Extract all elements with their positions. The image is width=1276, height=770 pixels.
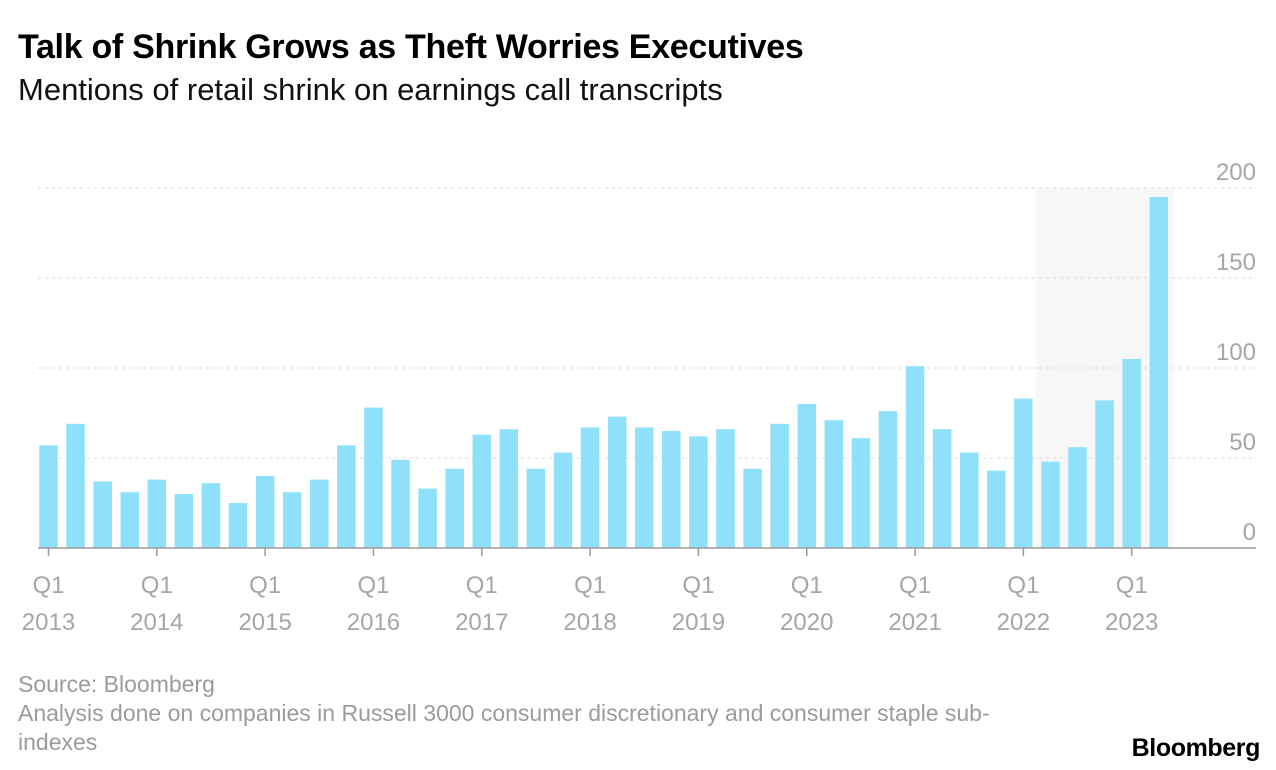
chart-title: Talk of Shrink Grows as Theft Worries Ex…	[18, 28, 804, 66]
bar	[337, 445, 356, 548]
x-tick-label-year: 2020	[780, 609, 833, 636]
bar	[797, 404, 816, 548]
x-tick-label-year: 2014	[130, 609, 183, 636]
y-tick-label: 100	[1216, 339, 1256, 366]
x-tick-label-quarter: Q1	[1007, 572, 1039, 599]
bar	[553, 452, 573, 548]
bar	[770, 423, 789, 548]
y-tick-label: 150	[1216, 249, 1256, 276]
bar	[689, 436, 708, 548]
x-tick-label-year: 2015	[238, 609, 291, 636]
x-tick-label-quarter: Q1	[249, 572, 281, 599]
x-tick-label-quarter: Q1	[466, 572, 498, 599]
analysis-note: Analysis done on companies in Russell 30…	[18, 700, 990, 755]
bar	[743, 468, 762, 548]
bar	[1149, 197, 1169, 548]
bar	[1068, 447, 1087, 548]
x-tick-label-quarter: Q1	[357, 572, 389, 599]
bar	[282, 492, 302, 548]
x-tick-label-year: 2013	[22, 609, 75, 636]
bar	[878, 411, 898, 548]
bar-chart: 0 50 100 150 200 Q1 2013 Q1 2014 Q1 2015 Q1 2016 Q1 20…	[22, 159, 1256, 636]
chart-subtitle: Mentions of retail shrink on earnings ca…	[18, 72, 723, 107]
x-tick-label-year: 2021	[888, 609, 941, 636]
x-tick-label-year: 2022	[997, 609, 1050, 636]
bar	[851, 438, 871, 548]
bar	[932, 429, 952, 548]
footer: Source: Bloomberg Analysis done on compa…	[18, 670, 1058, 757]
y-tick-label: 50	[1229, 429, 1256, 456]
bar	[255, 476, 275, 548]
x-tick-label-year: 2017	[455, 609, 508, 636]
bar	[66, 423, 85, 548]
x-tick-label-quarter: Q1	[32, 572, 64, 599]
y-tick-label: 200	[1216, 159, 1256, 186]
bar	[147, 479, 167, 548]
bar	[580, 427, 600, 548]
bar	[1014, 398, 1033, 548]
bar	[364, 407, 383, 548]
x-tick-label-quarter: Q1	[574, 572, 606, 599]
bar	[716, 429, 735, 548]
x-tick-label-quarter: Q1	[141, 572, 173, 599]
bar	[905, 366, 925, 548]
bar	[635, 427, 654, 548]
x-tick-label-quarter: Q1	[791, 572, 823, 599]
bar	[228, 503, 248, 548]
bar	[959, 452, 979, 548]
bar	[418, 488, 437, 548]
bar	[93, 481, 112, 548]
y-tick-label: 0	[1243, 519, 1256, 546]
bar	[1095, 400, 1114, 548]
bar	[445, 468, 464, 548]
x-tick-label-year: 2016	[347, 609, 400, 636]
bar	[526, 468, 546, 548]
x-tick-label-quarter: Q1	[1116, 572, 1148, 599]
bar	[824, 420, 844, 548]
x-tick-label-year: 2018	[563, 609, 616, 636]
bar	[120, 492, 139, 548]
bar	[662, 431, 681, 548]
bar	[1122, 359, 1141, 548]
bar	[39, 445, 58, 548]
bar	[310, 479, 329, 548]
x-tick-label-quarter: Q1	[899, 572, 931, 599]
x-tick-label-quarter: Q1	[682, 572, 714, 599]
bar	[607, 416, 627, 548]
bar	[499, 429, 519, 548]
bar	[391, 459, 410, 548]
x-tick-label-year: 2019	[672, 609, 725, 636]
bar	[1041, 461, 1060, 548]
source-note: Source: Bloomberg	[18, 671, 215, 697]
x-tick-label-year: 2023	[1105, 609, 1158, 636]
bar	[472, 434, 492, 548]
bar	[987, 470, 1006, 548]
bar	[174, 494, 194, 548]
bloomberg-logo: Bloomberg	[1131, 734, 1261, 762]
bar	[201, 483, 221, 548]
